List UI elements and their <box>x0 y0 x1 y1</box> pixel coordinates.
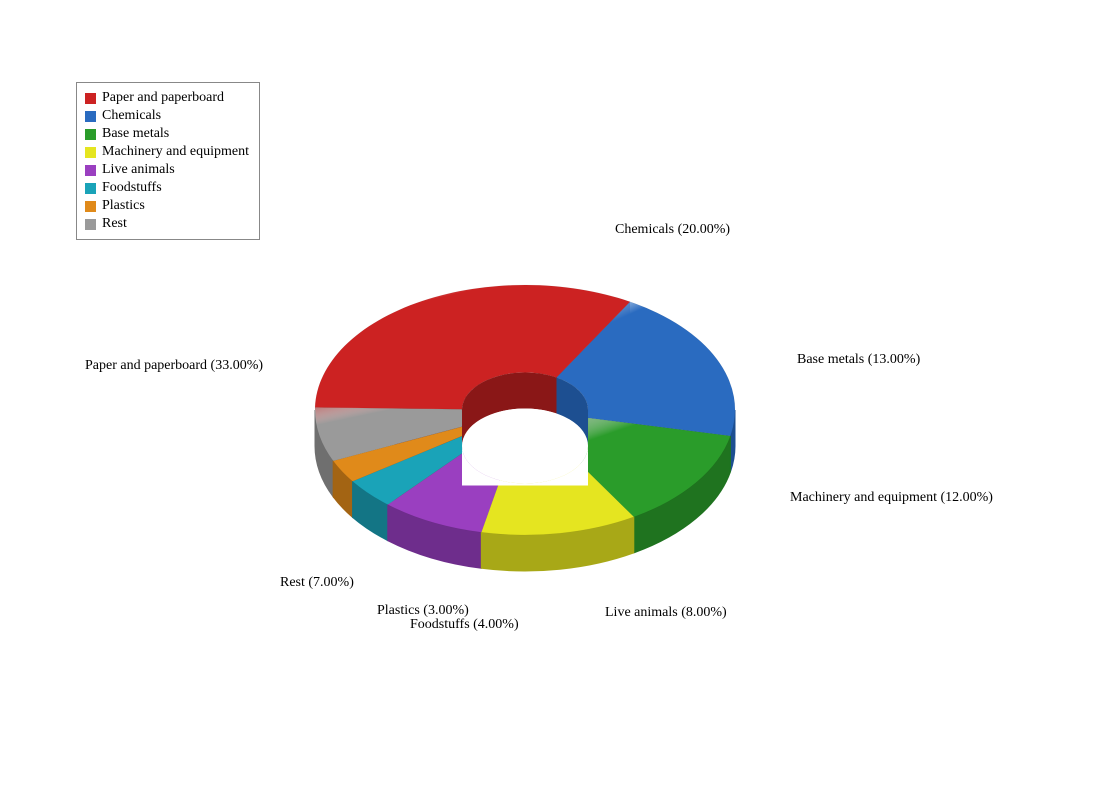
slice-label: Base metals (13.00%) <box>797 352 920 368</box>
slice-label: Chemicals (20.00%) <box>615 222 730 238</box>
pie-chart <box>0 0 1095 805</box>
slice-label: Plastics (3.00%) <box>377 603 469 619</box>
slice-label: Foodstuffs (4.00%) <box>410 617 519 633</box>
slice-label: Paper and paperboard (33.00%) <box>85 358 263 374</box>
slice-label: Rest (7.00%) <box>280 575 354 591</box>
slice-label: Live animals (8.00%) <box>605 605 727 621</box>
slice-label: Machinery and equipment (12.00%) <box>790 490 993 506</box>
